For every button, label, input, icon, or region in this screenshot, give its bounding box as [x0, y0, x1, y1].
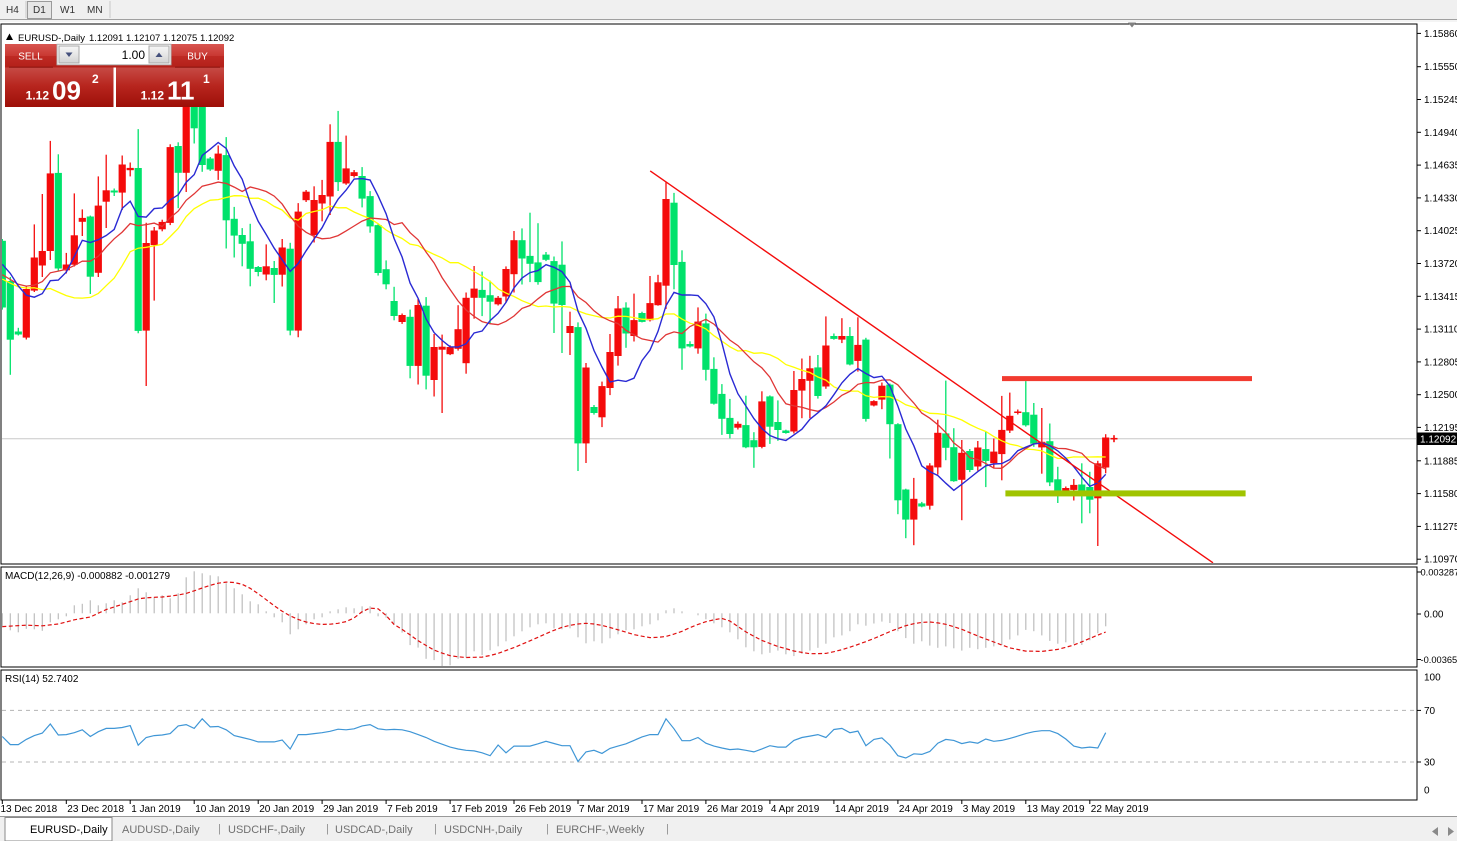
svg-text:2: 2 — [92, 72, 99, 86]
svg-text:1.14330: 1.14330 — [1424, 193, 1457, 204]
svg-text:24 Apr 2019: 24 Apr 2019 — [899, 804, 953, 815]
svg-text:1.15245: 1.15245 — [1424, 95, 1457, 106]
svg-text:1.12: 1.12 — [141, 89, 165, 103]
svg-text:10 Jan 2019: 10 Jan 2019 — [195, 804, 250, 815]
svg-text:|: | — [546, 823, 549, 835]
svg-text:11: 11 — [167, 76, 195, 106]
svg-text:1.13415: 1.13415 — [1424, 292, 1457, 303]
svg-text:14 Apr 2019: 14 Apr 2019 — [835, 804, 889, 815]
svg-text:30: 30 — [1424, 758, 1436, 769]
svg-text:1.14635: 1.14635 — [1424, 161, 1457, 172]
svg-text:1.13110: 1.13110 — [1424, 325, 1457, 336]
svg-text:0: 0 — [1424, 786, 1430, 797]
svg-text:EURCHF-,Weekly: EURCHF-,Weekly — [556, 824, 645, 836]
svg-text:-0.00365: -0.00365 — [1421, 655, 1457, 665]
svg-text:USDCAD-,Daily: USDCAD-,Daily — [335, 824, 413, 836]
svg-text:|: | — [434, 823, 437, 835]
svg-text:MN: MN — [87, 5, 103, 16]
svg-text:1.11275: 1.11275 — [1424, 522, 1457, 533]
svg-text:1.14940: 1.14940 — [1424, 128, 1457, 139]
svg-text:W1: W1 — [60, 5, 75, 16]
svg-text:26 Feb 2019: 26 Feb 2019 — [515, 804, 572, 815]
svg-text:1.12805: 1.12805 — [1424, 357, 1457, 368]
svg-text:1.13720: 1.13720 — [1424, 259, 1457, 270]
svg-text:17 Mar 2019: 17 Mar 2019 — [643, 804, 700, 815]
svg-text:USDCNH-,Daily: USDCNH-,Daily — [444, 824, 523, 836]
svg-text:1 Jan 2019: 1 Jan 2019 — [131, 804, 181, 815]
svg-text:3 May 2019: 3 May 2019 — [963, 804, 1016, 815]
svg-text:|: | — [218, 823, 221, 835]
svg-text:13 May 2019: 13 May 2019 — [1027, 804, 1085, 815]
svg-text:22 May 2019: 22 May 2019 — [1091, 804, 1149, 815]
svg-text:BUY: BUY — [187, 52, 208, 63]
svg-text:1.12500: 1.12500 — [1424, 390, 1457, 401]
svg-text:1.00: 1.00 — [122, 48, 146, 62]
svg-text:1.15860: 1.15860 — [1424, 29, 1457, 40]
svg-text:RSI(14) 52.7402: RSI(14) 52.7402 — [5, 674, 79, 685]
svg-text:20 Jan 2019: 20 Jan 2019 — [259, 804, 314, 815]
svg-text:EURUSD-,Daily: EURUSD-,Daily — [18, 33, 85, 44]
svg-text:13 Dec 2018: 13 Dec 2018 — [1, 804, 58, 815]
svg-text:7 Mar 2019: 7 Mar 2019 — [579, 804, 630, 815]
svg-text:AUDUSD-,Daily: AUDUSD-,Daily — [122, 824, 200, 836]
svg-text:EURUSD-,Daily: EURUSD-,Daily — [30, 824, 108, 836]
svg-text:26 Mar 2019: 26 Mar 2019 — [707, 804, 764, 815]
svg-text:29 Jan 2019: 29 Jan 2019 — [323, 804, 378, 815]
svg-text:1.11580: 1.11580 — [1424, 489, 1457, 500]
svg-text:USDCHF-,Daily: USDCHF-,Daily — [228, 824, 306, 836]
svg-text:100: 100 — [1424, 673, 1441, 684]
svg-text:0.00: 0.00 — [1424, 610, 1444, 621]
svg-text:1.14025: 1.14025 — [1424, 226, 1457, 237]
svg-text:09: 09 — [52, 76, 81, 106]
svg-text:1: 1 — [203, 72, 210, 86]
svg-text:|: | — [666, 823, 669, 835]
svg-text:7 Feb 2019: 7 Feb 2019 — [387, 804, 438, 815]
svg-text:D1: D1 — [33, 5, 46, 16]
svg-text:H4: H4 — [6, 5, 19, 16]
svg-text:1.15550: 1.15550 — [1424, 62, 1457, 73]
svg-text:1.12091 1.12107 1.12075 1.1209: 1.12091 1.12107 1.12075 1.12092 — [89, 33, 234, 44]
svg-text:70: 70 — [1424, 706, 1436, 717]
svg-text:1.12195: 1.12195 — [1424, 423, 1457, 434]
svg-text:|: | — [326, 823, 329, 835]
svg-text:0.003287: 0.003287 — [1421, 568, 1457, 578]
svg-text:1.12: 1.12 — [26, 89, 50, 103]
svg-text:1.10970: 1.10970 — [1424, 555, 1457, 566]
svg-text:17 Feb 2019: 17 Feb 2019 — [451, 804, 508, 815]
svg-text:1.11885: 1.11885 — [1424, 456, 1457, 467]
svg-text:23 Dec 2018: 23 Dec 2018 — [67, 804, 124, 815]
svg-text:4 Apr 2019: 4 Apr 2019 — [771, 804, 820, 815]
svg-text:MACD(12,26,9) -0.000882 -0.001: MACD(12,26,9) -0.000882 -0.001279 — [5, 571, 171, 582]
svg-text:1.12092: 1.12092 — [1420, 434, 1457, 445]
svg-text:SELL: SELL — [18, 52, 43, 63]
